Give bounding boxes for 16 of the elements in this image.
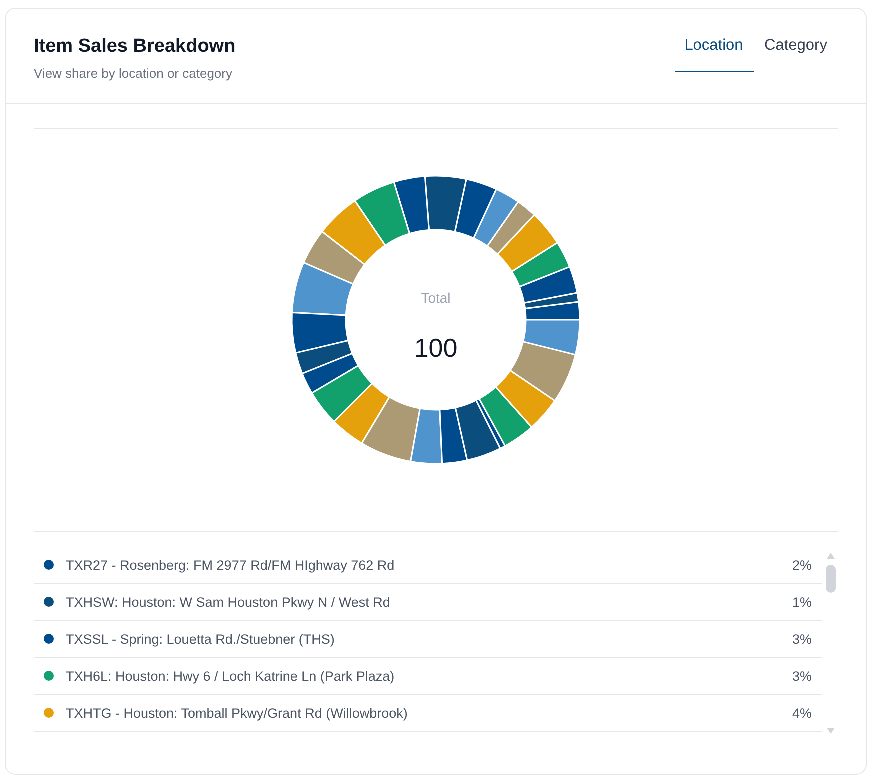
text: Category — [764, 37, 828, 54]
text: Location — [684, 37, 744, 54]
chart-subtitle: View share by location or category — [34, 66, 233, 81]
chart-title: Item Sales Breakdown — [34, 36, 236, 57]
data-label: 1% — [792, 595, 812, 610]
data-label: 2% — [792, 558, 812, 573]
legend-label: TXHSW: Houston: W Sam Houston Pkwy N / West Rd — [66, 595, 390, 610]
text: 100 — [414, 333, 458, 363]
text: Total — [421, 290, 451, 306]
data-label: 3% — [792, 669, 812, 684]
data-label: 3% — [792, 632, 812, 647]
legend-label: TXSSL - Spring: Louetta Rd./Stuebner (THS) — [66, 632, 335, 647]
legend-label: TXR27 - Rosenberg: FM 2977 Rd/FM HIghway 762 Rd — [66, 558, 395, 573]
legend-label: TXH6L: Houston: Hwy 6 / Loch Katrine Ln (Park Plaza) — [66, 669, 395, 684]
legend-label: TXHTG - Houston: Tomball Pkwy/Grant Rd (Willowbrook) — [66, 706, 408, 721]
data-label: 4% — [792, 706, 812, 721]
